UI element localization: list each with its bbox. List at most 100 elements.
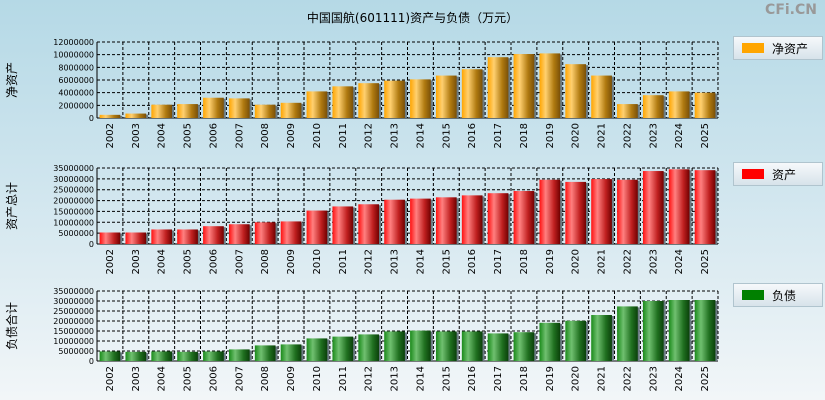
y-tick-label: 4000000 [58, 89, 94, 98]
bar-equity-2022 [617, 104, 638, 118]
bar-liabilities-2009 [280, 344, 302, 361]
x-tick-label: 2005 [183, 366, 194, 391]
bar-equity-2008 [254, 104, 276, 118]
x-tick-label: 2024 [674, 123, 685, 148]
x-tick-label: 2023 [648, 123, 659, 148]
bar-liabilities-2021 [591, 315, 612, 361]
bar-liabilities-2005 [177, 351, 198, 361]
y-tick-label: 10000000 [53, 218, 94, 227]
x-tick-label: 2008 [260, 123, 271, 148]
y-tick-label: 12000000 [53, 38, 94, 47]
x-tick-label: 2010 [312, 123, 323, 148]
bar-assets-2019 [539, 179, 561, 244]
watermark: CFi.CN [765, 2, 817, 18]
bar-assets-2018 [513, 191, 535, 244]
x-tick-label: 2004 [157, 249, 168, 274]
bar-equity-2018 [513, 54, 535, 118]
x-tick-label: 2012 [364, 249, 375, 274]
bar-equity-2024 [668, 91, 690, 118]
bar-equity-2010 [306, 91, 328, 118]
bar-equity-2002 [99, 114, 121, 118]
bar-liabilities-2015 [435, 331, 457, 361]
x-tick-label: 2007 [234, 249, 245, 274]
bar-liabilities-2007 [228, 349, 250, 361]
x-tick-label: 2012 [364, 366, 375, 391]
x-tick-label: 2020 [571, 249, 582, 274]
bar-assets-2012 [358, 204, 380, 244]
y-tick-label: 15000000 [53, 327, 94, 336]
bar-equity-2025 [694, 92, 716, 118]
bar-assets-2016 [461, 195, 483, 244]
legend-equity: 净资产 [733, 36, 823, 60]
y-tick-label: 0 [89, 240, 94, 249]
x-tick-label: 2016 [467, 249, 478, 274]
bar-equity-2013 [384, 80, 405, 118]
x-tick-label: 2009 [286, 249, 297, 274]
x-tick-label: 2005 [183, 249, 194, 274]
bar-assets-2013 [384, 199, 405, 244]
x-tick-label: 2021 [597, 249, 608, 274]
bar-assets-2006 [203, 226, 224, 244]
x-tick-label: 2009 [286, 123, 297, 148]
y-tick-label: 35000000 [53, 287, 94, 296]
bar-liabilities-2011 [332, 336, 354, 361]
chart-title: 中国国航(601111)资产与负债（万元） [306, 11, 519, 25]
x-tick-label: 2013 [390, 123, 401, 148]
bar-equity-2009 [280, 102, 302, 118]
x-tick-label: 2022 [622, 123, 633, 148]
x-tick-label: 2007 [234, 366, 245, 391]
bar-liabilities-2013 [384, 331, 405, 361]
x-tick-label: 2019 [545, 249, 556, 274]
y-tick-label: 2000000 [58, 101, 94, 110]
y-tick-label: 5000000 [58, 347, 94, 356]
x-tick-label: 2008 [260, 366, 271, 391]
x-tick-label: 2023 [648, 366, 659, 391]
x-tick-label: 2025 [700, 123, 711, 148]
x-tick-label: 2015 [441, 249, 452, 274]
y-tick-label: 10000000 [53, 51, 94, 60]
x-tick-label: 2007 [234, 123, 245, 148]
bar-assets-2010 [306, 210, 328, 244]
x-tick-label: 2002 [105, 249, 116, 274]
legend-assets: 资产 [733, 162, 823, 186]
x-tick-label: 2003 [131, 249, 142, 274]
bar-liabilities-2004 [151, 351, 173, 361]
x-tick-label: 2014 [415, 249, 426, 274]
x-tick-label: 2018 [519, 366, 530, 391]
y-axis-label: 负债合计 [4, 302, 19, 350]
y-tick-label: 30000000 [53, 175, 94, 184]
x-tick-label: 2010 [312, 249, 323, 274]
x-tick-label: 2021 [597, 366, 608, 391]
y-axis-label: 净资产 [5, 62, 19, 98]
x-tick-label: 2016 [467, 123, 478, 148]
bar-assets-2017 [487, 193, 509, 244]
bar-liabilities-2022 [617, 306, 638, 361]
bar-assets-2009 [280, 221, 302, 244]
x-tick-label: 2012 [364, 123, 375, 148]
bar-liabilities-2020 [565, 320, 587, 361]
x-tick-label: 2003 [131, 123, 142, 148]
x-tick-label: 2021 [597, 123, 608, 148]
x-tick-label: 2014 [415, 123, 426, 148]
y-tick-label: 35000000 [53, 164, 94, 173]
y-tick-label: 0 [89, 357, 94, 366]
x-tick-label: 2025 [700, 366, 711, 391]
legend-liabilities: 负债 [733, 283, 823, 307]
x-tick-label: 2019 [545, 123, 556, 148]
bar-equity-2007 [228, 98, 250, 118]
x-tick-label: 2020 [571, 123, 582, 148]
x-tick-label: 2022 [622, 366, 633, 391]
y-tick-label: 15000000 [53, 207, 94, 216]
legend-swatch-liabilities [742, 290, 764, 300]
x-tick-label: 2018 [519, 249, 530, 274]
legend-label-equity: 净资产 [772, 41, 809, 56]
bar-equity-2019 [539, 53, 561, 118]
bar-liabilities-2019 [539, 322, 561, 361]
legend-swatch-assets [742, 169, 764, 179]
bar-assets-2008 [254, 222, 276, 244]
bar-equity-2016 [461, 69, 483, 118]
x-tick-label: 2023 [648, 249, 659, 274]
x-tick-label: 2009 [286, 366, 297, 391]
x-tick-label: 2015 [441, 123, 452, 148]
